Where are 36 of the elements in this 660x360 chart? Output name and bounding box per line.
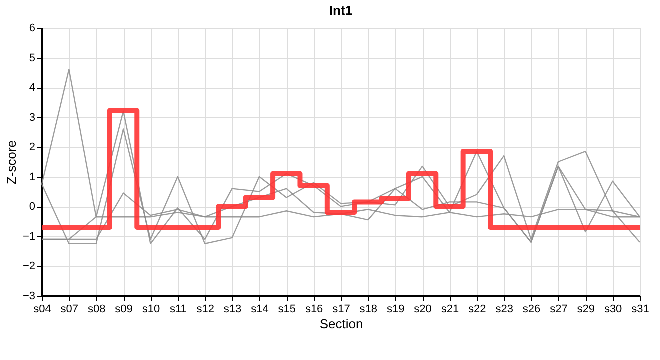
- y-tick-label: −2: [22, 260, 36, 273]
- x-tick-label: s09: [115, 304, 133, 316]
- x-tick-label: s22: [468, 304, 486, 316]
- y-tick-label: −1: [22, 230, 36, 243]
- x-tick-label: s31: [632, 304, 650, 316]
- x-tick-label: s21: [441, 304, 460, 316]
- y-tick-label: 6: [29, 22, 36, 34]
- y-tick-label: 1: [29, 171, 36, 184]
- y-tick-label: 0: [29, 201, 36, 214]
- y-tick-label: 5: [29, 52, 36, 64]
- x-axis-title: Section: [320, 316, 364, 332]
- y-tick-label: 3: [29, 112, 36, 124]
- x-tick-label: s19: [386, 304, 405, 316]
- x-tick-label: s29: [577, 304, 596, 316]
- x-tick-label: s16: [305, 304, 324, 316]
- y-tick-label: −3: [22, 290, 36, 302]
- x-tick-label: s20: [414, 304, 432, 316]
- x-tick-label: s18: [360, 304, 378, 316]
- x-tick-label: s17: [332, 304, 350, 316]
- y-axis-title: Z-score: [4, 140, 19, 185]
- x-tick-label: s30: [604, 304, 622, 316]
- x-tick-label: s07: [60, 304, 79, 316]
- x-tick-label: s11: [170, 304, 187, 316]
- x-tick-label: s04: [34, 304, 52, 316]
- x-tick-label: s23: [496, 304, 514, 316]
- chart-title: Int1: [329, 3, 353, 18]
- x-tick-label: s15: [278, 304, 296, 316]
- y-tick-label: 2: [29, 142, 36, 154]
- x-tick-label: s26: [522, 304, 541, 316]
- y-tick-label: 4: [29, 82, 36, 94]
- x-tick-label: s10: [142, 304, 160, 316]
- x-tick-label: s12: [196, 304, 214, 316]
- x-tick-label: s08: [88, 304, 106, 316]
- x-tick-label: s13: [224, 304, 242, 316]
- x-tick-label: s27: [550, 304, 568, 316]
- x-tick-label: s14: [251, 304, 269, 316]
